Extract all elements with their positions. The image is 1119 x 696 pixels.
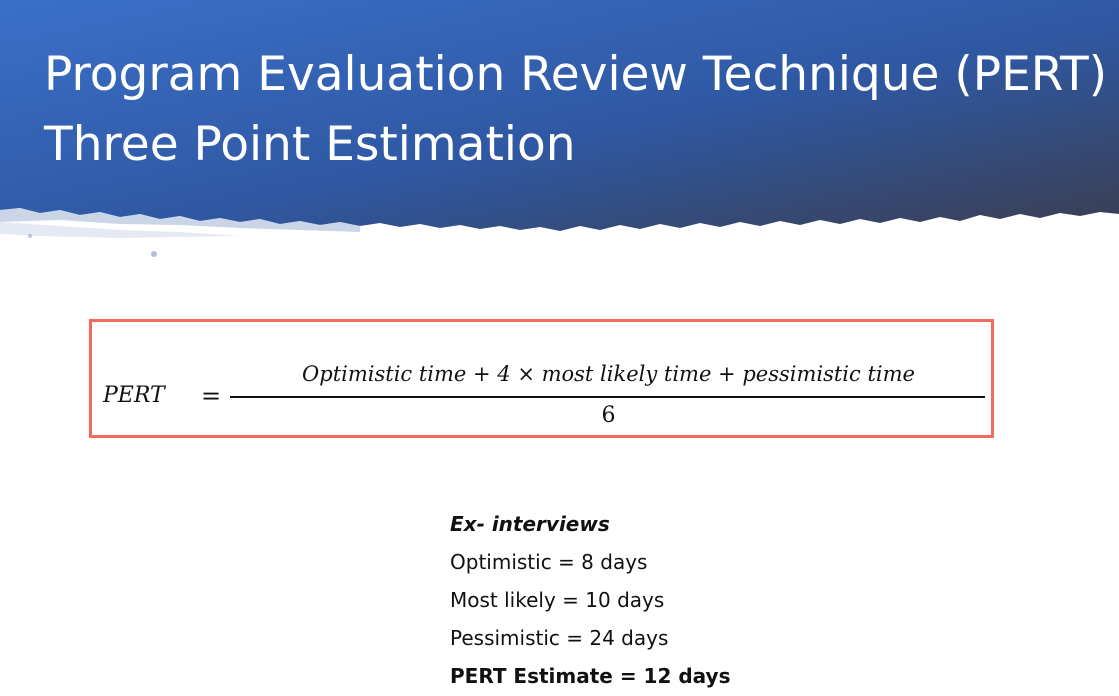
example-block: Ex- interviews Optimistic = 8 days Most …	[450, 505, 731, 695]
example-result: PERT Estimate = 12 days	[450, 664, 731, 688]
fraction-bar	[230, 396, 985, 398]
formula-box: PERT = Optimistic time + 4 × most likely…	[89, 319, 994, 438]
pert-formula: PERT = Optimistic time + 4 × most likely…	[92, 322, 991, 435]
example-optimistic: Optimistic = 8 days	[450, 550, 648, 574]
example-pessimistic: Pessimistic = 24 days	[450, 626, 669, 650]
title-line-1: Program Evaluation Review Technique (PER…	[44, 47, 1108, 102]
formula-numerator: Optimistic time + 4 × most likely time +…	[302, 362, 915, 386]
formula-lhs: PERT	[103, 383, 165, 408]
slide-title: Program Evaluation Review Technique (PER…	[44, 40, 1107, 180]
example-heading: Ex- interviews	[450, 512, 610, 536]
formula-denominator: 6	[601, 403, 616, 428]
header-banner: Program Evaluation Review Technique (PER…	[0, 0, 1119, 262]
formula-equals: =	[201, 382, 222, 410]
title-line-2: Three Point Estimation	[44, 117, 576, 172]
example-most-likely: Most likely = 10 days	[450, 588, 665, 612]
header-background	[0, 0, 1119, 257]
